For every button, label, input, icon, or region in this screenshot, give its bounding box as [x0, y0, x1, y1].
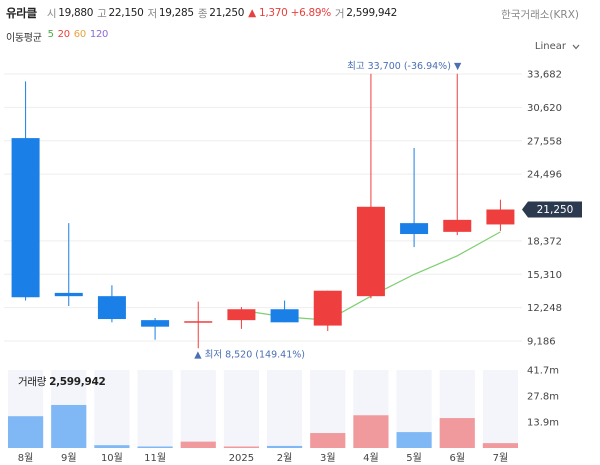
quote-header: 유라클 시 19,880 고 22,150 저 19,285 종 21,250 ▲ 1,…: [6, 5, 397, 21]
y-tick-label: 15,310: [527, 270, 562, 281]
x-tick-label: 7월: [493, 452, 509, 464]
x-tick-label: 11월: [144, 452, 166, 464]
volume-label: 거: [334, 7, 345, 20]
x-tick-label: 10월: [101, 452, 123, 464]
low-label: 저: [147, 7, 158, 20]
current-price-badge: [522, 201, 582, 218]
open-value: 19,880: [58, 7, 94, 19]
low-annotation: ▲ 최저 8,520 (149.41%): [194, 349, 305, 360]
candle-body: [313, 290, 342, 326]
candle-body: [54, 292, 83, 297]
volume-bar: [439, 418, 475, 448]
volume-bar: [353, 415, 389, 448]
candle-body: [400, 223, 429, 235]
volume-tick-label: 41.7m: [527, 366, 559, 377]
moving-average-legend[interactable]: 이동평균 5 20 60 120: [6, 29, 108, 44]
close-label: 종: [197, 7, 208, 20]
high-annotation: 최고 33,700 (-36.94%) ▼: [347, 61, 462, 72]
stock-name: 유라클: [6, 6, 37, 20]
volume-panel-value: 2,599,942: [49, 376, 106, 388]
x-tick-label: 2월: [277, 452, 293, 464]
low-value: 19,285: [158, 7, 194, 19]
moving-average-label: 이동평균: [6, 33, 42, 44]
volume-bar: [51, 404, 87, 448]
x-tick-label: 4월: [363, 452, 379, 464]
volume-bar: [94, 445, 130, 448]
x-tick-label: 2025: [229, 453, 254, 464]
y-tick-label: 33,682: [527, 70, 562, 81]
volume-bar: [310, 433, 346, 448]
change-value: ▲ 1,370 +6.89%: [248, 7, 331, 19]
current-price-label: 21,250: [537, 204, 574, 216]
candle-body: [443, 219, 472, 232]
candle-body: [270, 309, 299, 323]
y-tick-label: 24,496: [527, 170, 562, 181]
candle-body: [97, 296, 126, 320]
volume-value: 2,599,942: [346, 7, 398, 19]
volume-tick-label: 27.8m: [527, 392, 559, 403]
high-value: 22,150: [108, 7, 144, 19]
candle-body: [356, 206, 385, 297]
ma-120[interactable]: 120: [89, 29, 109, 40]
ma-5[interactable]: 5: [47, 29, 54, 40]
candle-body: [141, 320, 170, 327]
y-tick-label: 12,248: [527, 303, 562, 314]
volume-slot-background: [94, 370, 130, 448]
volume-slot-background: [223, 370, 259, 448]
x-tick-label: 3월: [320, 452, 336, 464]
volume-bar: [8, 416, 44, 448]
close-value: 21,250: [209, 7, 245, 19]
volume-slot-background: [482, 370, 518, 448]
chevron-down-icon: [572, 44, 580, 49]
x-tick-label: 9월: [61, 452, 77, 464]
volume-bar: [267, 445, 303, 448]
volume-slot-background: [267, 370, 303, 448]
high-label: 고: [97, 7, 107, 20]
volume-bar: [180, 441, 216, 448]
candle-body: [184, 321, 213, 323]
candle-body: [486, 209, 515, 225]
volume-tick-label: 13.9m: [527, 418, 559, 429]
x-tick-label: 6월: [449, 452, 465, 464]
x-tick-label: 5월: [406, 452, 422, 464]
open-label: 시: [46, 7, 57, 20]
exchange-name: 한국거래소(KRX): [501, 9, 579, 21]
y-tick-label: 18,372: [527, 236, 562, 247]
scale-selector[interactable]: Linear: [535, 41, 580, 52]
ma-60[interactable]: 60: [73, 29, 86, 40]
scale-label: Linear: [534, 41, 566, 52]
ma-20[interactable]: 20: [57, 29, 70, 40]
x-tick-label: 8월: [18, 452, 34, 464]
volume-bar: [396, 432, 432, 448]
y-tick-label: 9,186: [527, 337, 556, 348]
volume-panel-label: 거래량 2,599,942: [18, 374, 106, 389]
volume-bar: [137, 446, 173, 448]
y-tick-label: 30,620: [527, 103, 562, 114]
volume-slot-background: [137, 370, 173, 448]
volume-slot-background: [180, 370, 216, 448]
candle-body: [11, 138, 40, 298]
candle-body: [227, 309, 256, 321]
volume-panel-title: 거래량: [18, 376, 47, 388]
y-tick-label: 27,558: [527, 136, 562, 147]
volume-bar: [223, 446, 259, 448]
volume-bar: [482, 443, 518, 448]
